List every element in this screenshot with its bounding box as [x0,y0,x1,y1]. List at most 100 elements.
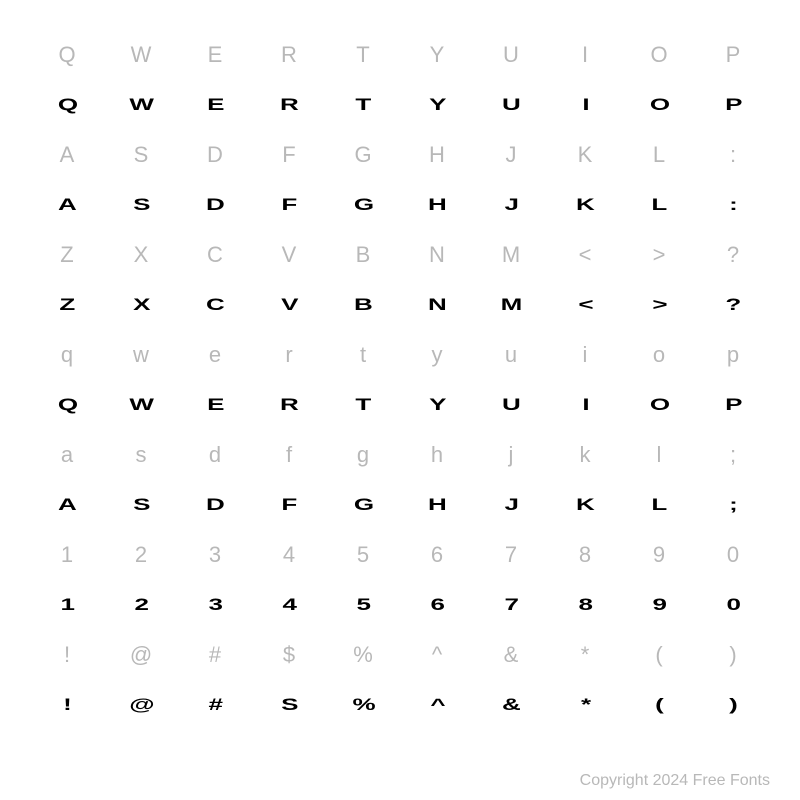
glyph-label: Q [58,395,77,415]
glyph-label: % [352,695,374,715]
glyph-char: ) [696,680,770,730]
glyph-label: 9 [652,595,665,615]
glyph-label: T [356,395,371,415]
reference-label: % [353,642,373,668]
reference-label: # [209,642,221,668]
reference-char: > [622,230,696,280]
reference-label: 3 [209,542,221,568]
reference-label: O [650,42,667,68]
reference-label: * [581,642,590,668]
glyph-label: U [502,95,519,115]
reference-char: C [178,230,252,280]
glyph-label: M [501,295,521,315]
glyph-char: O [622,380,696,430]
reference-char: O [622,30,696,80]
reference-char: & [474,630,548,680]
glyph-char: Z [30,280,104,330]
reference-char: p [696,330,770,380]
reference-label: a [61,442,73,468]
reference-label: ^ [432,642,442,668]
glyph-char: G [326,480,400,530]
reference-char: : [696,130,770,180]
glyph-char: P [696,80,770,130]
reference-label: R [281,42,297,68]
glyph-label: 8 [578,595,591,615]
reference-label: X [134,242,149,268]
glyph-char: T [326,380,400,430]
reference-char: 1 [30,530,104,580]
glyph-char: O [622,80,696,130]
glyph-char: B [326,280,400,330]
glyph-label: ! [63,695,70,715]
reference-label: ? [727,242,739,268]
reference-char: f [252,430,326,480]
glyph-label: # [208,695,221,715]
glyph-label: J [504,195,517,215]
reference-char: < [548,230,622,280]
glyph-char: 9 [622,580,696,630]
reference-char: E [178,30,252,80]
glyph-char: @ [104,680,178,730]
glyph-char: & [474,680,548,730]
glyph-char: K [548,480,622,530]
reference-char: 8 [548,530,622,580]
reference-label: 5 [357,542,369,568]
glyph-char: L [622,180,696,230]
reference-char: V [252,230,326,280]
glyph-label: L [652,195,667,215]
reference-char: L [622,130,696,180]
reference-label: G [354,142,371,168]
glyph-label: K [576,195,593,215]
reference-char: 2 [104,530,178,580]
glyph-char: L [622,480,696,530]
glyph-label: E [207,395,223,415]
reference-label: l [657,442,662,468]
reference-label: h [431,442,443,468]
glyph-label: O [650,395,669,415]
glyph-label: W [129,395,152,415]
reference-char: G [326,130,400,180]
reference-char: B [326,230,400,280]
reference-char: $ [252,630,326,680]
reference-char: Z [30,230,104,280]
reference-label: u [505,342,517,368]
reference-char: D [178,130,252,180]
reference-char: F [252,130,326,180]
glyph-char: 6 [400,580,474,630]
reference-label: ) [729,642,736,668]
reference-label: C [207,242,223,268]
reference-label: t [360,342,366,368]
glyph-label: D [206,195,223,215]
glyph-char: R [252,80,326,130]
glyph-char: W [104,380,178,430]
reference-label: r [285,342,292,368]
glyph-label: 1 [60,595,73,615]
reference-label: $ [283,642,295,668]
glyph-char: E [178,80,252,130]
glyph-char: 5 [326,580,400,630]
glyph-label: R [280,95,297,115]
glyph-label: S [133,495,149,515]
glyph-label: 3 [208,595,221,615]
glyph-char: 8 [548,580,622,630]
glyph-label: U [502,395,519,415]
glyph-label: I [582,395,588,415]
reference-char: * [548,630,622,680]
reference-char: o [622,330,696,380]
glyph-char: 7 [474,580,548,630]
glyph-char: 4 [252,580,326,630]
glyph-label: D [206,495,223,515]
glyph-label: S [281,695,297,715]
reference-char: # [178,630,252,680]
reference-char: e [178,330,252,380]
reference-char: X [104,230,178,280]
reference-char: w [104,330,178,380]
glyph-char: S [252,680,326,730]
glyph-char: % [326,680,400,730]
reference-label: J [506,142,517,168]
reference-label: e [209,342,221,368]
reference-label: T [356,42,369,68]
glyph-char: F [252,480,326,530]
glyph-char: I [548,380,622,430]
glyph-char: R [252,380,326,430]
